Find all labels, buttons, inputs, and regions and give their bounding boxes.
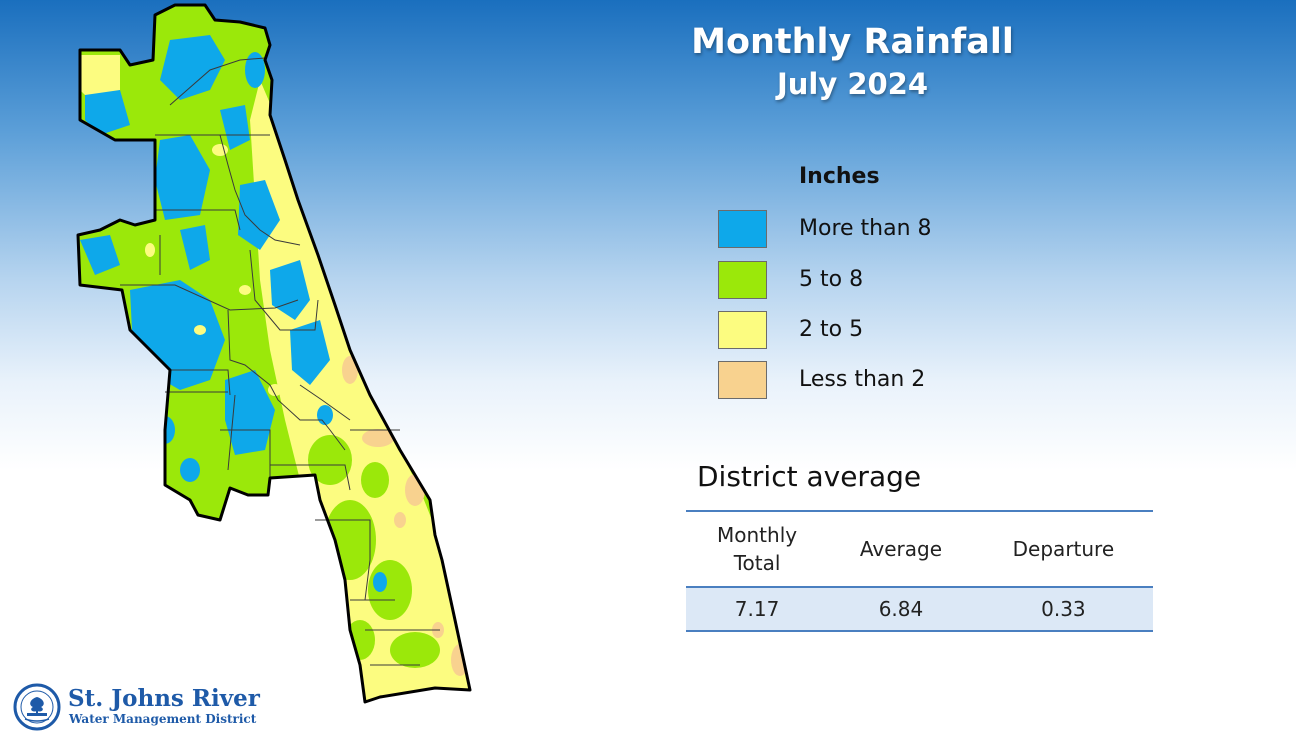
page-subtitle: July 2024: [776, 67, 929, 101]
district-seal-icon: [13, 683, 61, 731]
legend-item-more-than-8: More than 8: [718, 210, 1018, 250]
district-logo: St. Johns River Water Management Distric…: [13, 683, 303, 731]
column-header-label: Monthly Total: [717, 523, 798, 575]
legend-item-2-to-5: 2 to 5: [718, 311, 1018, 351]
legend-title: Inches: [799, 164, 880, 189]
legend-label: 2 to 5: [799, 317, 864, 342]
logo-subname: Water Management District: [69, 712, 257, 726]
page-title: Monthly Rainfall: [691, 22, 1014, 62]
table-row: 7.17 6.84 0.33: [686, 587, 1153, 632]
title-block: Monthly Rainfall July 2024: [620, 22, 1085, 106]
legend-swatch: [718, 210, 767, 248]
district-map-svg: [76, 3, 472, 704]
table-header-row: Monthly Total Average Departure: [686, 510, 1153, 588]
logo-name: St. Johns River: [68, 685, 260, 712]
departure-value: 0.33: [973, 587, 1153, 632]
legend-label: 5 to 8: [799, 267, 864, 292]
district-average-title: District average: [697, 460, 922, 493]
county-boundaries: [120, 57, 440, 666]
legend-item-less-than-2: Less than 2: [718, 361, 1018, 401]
monthly-total-value: 7.17: [686, 587, 829, 632]
column-header-monthly-total: Monthly Total: [686, 510, 829, 588]
average-value: 6.84: [828, 587, 974, 632]
legend-item-5-to-8: 5 to 8: [718, 261, 1018, 301]
legend-swatch: [718, 311, 767, 349]
district-average-table: Monthly Total Average Departure 7.17 6.84…: [686, 510, 1153, 632]
legend-swatch: [718, 261, 767, 299]
rainfall-map: [60, 0, 490, 735]
legend-swatch: [718, 361, 767, 399]
rainfall-fill: [78, 5, 470, 702]
column-header-departure: Departure: [973, 510, 1153, 588]
column-header-average: Average: [828, 510, 974, 588]
legend-label: More than 8: [799, 216, 932, 241]
district-outline: [76, 3, 472, 704]
legend-label: Less than 2: [799, 367, 926, 392]
